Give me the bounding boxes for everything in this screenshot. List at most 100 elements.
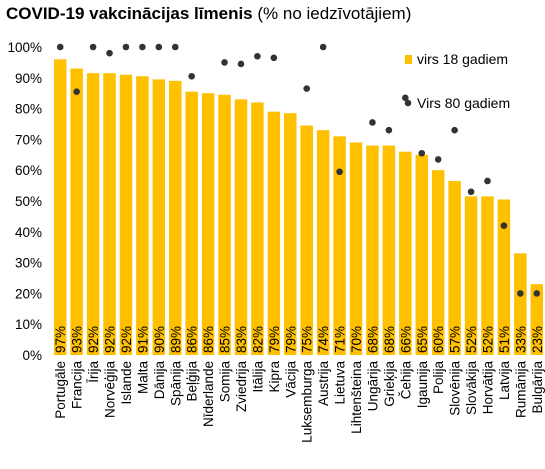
category-label: Portugāle [53, 361, 68, 419]
dot-point [369, 119, 376, 126]
category-label: Beļģija [185, 361, 200, 402]
bar [251, 102, 264, 355]
dot-point [89, 43, 97, 51]
data-label: 51% [497, 326, 512, 353]
data-label: 97% [53, 326, 68, 353]
dot-point [221, 59, 228, 66]
data-label: 89% [168, 326, 183, 353]
bar [218, 94, 231, 356]
legend: virs 18 gadiem Virs 80 gadiem [404, 51, 510, 111]
dot-point [303, 85, 311, 92]
data-label: 79% [267, 326, 282, 353]
data-label: 91% [135, 326, 150, 353]
category-label: Islande [119, 361, 134, 405]
category-label: Lihtenšteina [349, 361, 364, 434]
bar [201, 93, 215, 355]
data-label: 85% [218, 326, 233, 353]
data-label: 86% [185, 326, 200, 353]
category-label: Bulgārija [530, 361, 545, 414]
chart-title: COVID-19 vakcinācijas līmenis (% no iedz… [6, 4, 411, 24]
bar [448, 180, 461, 355]
y-tick-label: 80% [15, 102, 42, 117]
dot-point [171, 43, 179, 51]
bar [382, 145, 396, 355]
data-label: 79% [283, 326, 298, 353]
y-tick-label: 40% [15, 225, 42, 240]
data-label: 68% [382, 326, 397, 353]
data-label: 60% [431, 326, 446, 353]
category-label: Čehija [398, 361, 413, 400]
dot-point [336, 168, 343, 176]
category-label: Norvēģija [103, 361, 118, 419]
chart-title-main: COVID-19 vakcinācijas līmenis [6, 4, 253, 23]
legend-swatch-dot [404, 99, 412, 107]
dot-point [73, 88, 80, 95]
bar [399, 151, 412, 355]
bar [234, 99, 248, 355]
category-label: Rumānija [513, 361, 528, 419]
data-label: 83% [234, 326, 249, 353]
category-label: Luksemburga [300, 361, 315, 443]
bar [136, 76, 149, 355]
category-label: Nīderlande [201, 361, 216, 427]
data-label: 68% [365, 326, 380, 353]
dot-point [237, 60, 245, 68]
bar [431, 170, 445, 355]
category-label: Malta [135, 361, 150, 395]
category-label: Horvātija [480, 361, 495, 415]
category-label: Dānija [152, 361, 167, 400]
dot-point [484, 177, 491, 185]
bar [284, 113, 297, 355]
data-label: 92% [103, 326, 118, 353]
bar [86, 73, 100, 356]
category-label: Vācija [283, 361, 298, 398]
data-label: 52% [480, 326, 495, 353]
dot-point [533, 290, 541, 297]
category-label: Lietuva [333, 361, 348, 405]
dot-point [319, 43, 327, 51]
dot-point [467, 188, 475, 196]
legend-label: virs 18 gadiem [417, 51, 508, 67]
data-label: 57% [448, 326, 463, 353]
bar [514, 253, 527, 355]
y-tick-label: 50% [15, 194, 42, 209]
dot-point [254, 52, 261, 60]
bar [333, 136, 346, 355]
dot-point [122, 43, 130, 51]
dot-point [188, 72, 195, 80]
bar [415, 154, 428, 355]
legend-swatch-bar [405, 55, 412, 64]
bar [152, 79, 166, 355]
category-label: Polija [431, 361, 446, 395]
data-label: 33% [513, 326, 528, 353]
data-label: 65% [415, 326, 430, 353]
category-label: Austrija [316, 361, 331, 407]
dot-point [270, 54, 278, 62]
bar-series: 97% 93% 92% 92% 92% 91% 90% 89% 86% 86% 85% 83% 82% 7… [53, 59, 545, 356]
legend-label: Virs 80 gadiem [417, 95, 510, 111]
category-label: Francija [70, 361, 85, 410]
data-label: 92% [86, 326, 101, 353]
dot-point [451, 126, 458, 134]
dot-point [155, 43, 163, 51]
y-tick-label: 20% [15, 286, 42, 301]
y-tick-label: 60% [15, 163, 42, 178]
y-tick-label: 0% [22, 348, 42, 363]
bar [349, 142, 363, 355]
bar [464, 196, 478, 355]
bar [497, 199, 511, 355]
bar [316, 130, 330, 355]
data-label: 86% [201, 326, 216, 353]
category-label: Ungārija [365, 361, 380, 412]
bar [300, 125, 313, 355]
data-label: 66% [398, 326, 413, 353]
bar [103, 73, 116, 356]
category-label: Īrija [86, 361, 101, 383]
y-axis: 0% 10% 20% 30% 40% 50% 60% 70% 80% 90% 100% [7, 40, 42, 363]
bar [169, 80, 182, 355]
dot-point [402, 94, 409, 102]
dot-series [56, 43, 541, 297]
bar [366, 145, 379, 355]
bar [267, 111, 281, 356]
bar [119, 74, 133, 355]
